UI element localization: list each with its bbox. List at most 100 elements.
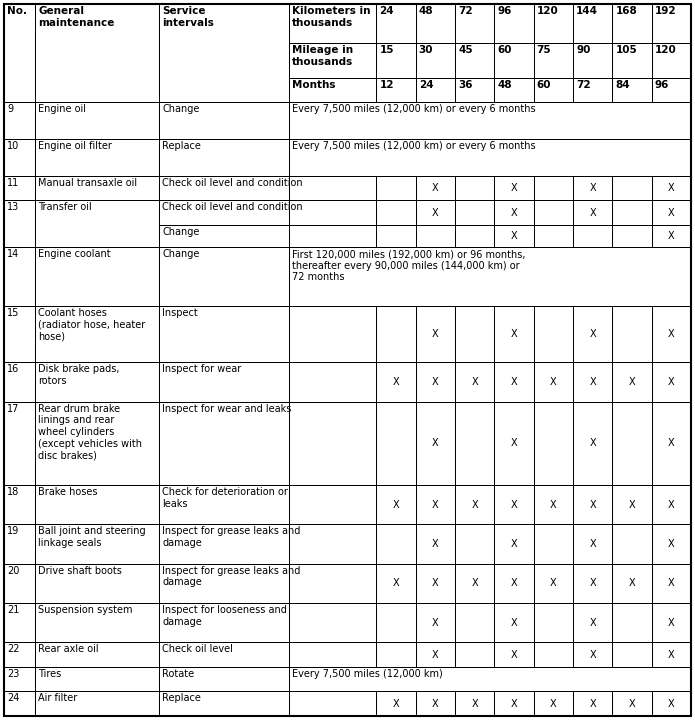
Text: 11: 11: [7, 178, 19, 188]
Text: General
maintenance: General maintenance: [38, 6, 115, 27]
Bar: [159, 667, 288, 691]
Bar: [159, 225, 288, 247]
Bar: [534, 524, 573, 564]
Bar: [288, 225, 377, 247]
Text: Check oil level and condition: Check oil level and condition: [162, 202, 303, 212]
Bar: [612, 524, 652, 564]
Text: Ball joint and steering
linkage seals: Ball joint and steering linkage seals: [38, 526, 146, 548]
Bar: [35, 247, 159, 306]
Bar: [416, 176, 455, 200]
Bar: [612, 564, 652, 603]
Bar: [573, 4, 612, 43]
Bar: [652, 225, 691, 247]
Bar: [652, 4, 691, 43]
Bar: [35, 564, 159, 603]
Bar: [35, 485, 159, 524]
Bar: [4, 4, 35, 102]
Bar: [534, 43, 573, 78]
Bar: [288, 306, 377, 362]
Text: X: X: [668, 500, 675, 510]
Bar: [288, 43, 377, 78]
Text: 24: 24: [419, 80, 434, 90]
Text: 96: 96: [498, 6, 512, 16]
Bar: [377, 642, 416, 667]
Text: 24: 24: [7, 693, 19, 703]
Bar: [534, 402, 573, 485]
Bar: [612, 4, 652, 43]
Text: X: X: [432, 578, 439, 588]
Text: X: X: [668, 207, 675, 217]
Text: Replace: Replace: [162, 693, 201, 703]
Bar: [612, 691, 652, 716]
Text: Inspect for wear: Inspect for wear: [162, 364, 241, 374]
Bar: [534, 603, 573, 642]
Text: X: X: [589, 698, 596, 708]
Bar: [455, 78, 494, 102]
Bar: [377, 485, 416, 524]
Bar: [573, 200, 612, 225]
Bar: [652, 402, 691, 485]
Bar: [612, 225, 652, 247]
Bar: [573, 362, 612, 402]
Bar: [455, 603, 494, 642]
Bar: [652, 43, 691, 78]
Text: 105: 105: [615, 45, 637, 55]
Text: 18: 18: [7, 487, 19, 498]
Text: Disk brake pads,
rotors: Disk brake pads, rotors: [38, 364, 120, 386]
Bar: [288, 524, 377, 564]
Text: X: X: [668, 377, 675, 387]
Text: 45: 45: [458, 45, 473, 55]
Bar: [494, 603, 534, 642]
Bar: [534, 642, 573, 667]
Bar: [652, 176, 691, 200]
Bar: [159, 524, 288, 564]
Bar: [4, 603, 35, 642]
Bar: [455, 176, 494, 200]
Bar: [652, 642, 691, 667]
Bar: [288, 247, 691, 306]
Bar: [416, 78, 455, 102]
Text: Manual transaxle oil: Manual transaxle oil: [38, 178, 137, 188]
Text: 36: 36: [458, 80, 473, 90]
Text: X: X: [511, 500, 517, 510]
Text: 21: 21: [7, 605, 19, 615]
Text: X: X: [668, 438, 675, 449]
Bar: [573, 402, 612, 485]
Bar: [288, 691, 377, 716]
Bar: [35, 102, 159, 139]
Text: 20: 20: [7, 566, 19, 576]
Text: X: X: [589, 539, 596, 549]
Text: X: X: [511, 618, 517, 628]
Text: X: X: [589, 618, 596, 628]
Bar: [35, 603, 159, 642]
Text: X: X: [511, 231, 517, 241]
Text: 192: 192: [655, 6, 676, 16]
Bar: [455, 200, 494, 225]
Text: X: X: [511, 329, 517, 339]
Text: No.: No.: [7, 6, 27, 16]
Bar: [455, 225, 494, 247]
Bar: [573, 176, 612, 200]
Text: X: X: [668, 618, 675, 628]
Bar: [416, 225, 455, 247]
Text: Replace: Replace: [162, 141, 201, 151]
Bar: [416, 200, 455, 225]
Bar: [377, 78, 416, 102]
Bar: [35, 642, 159, 667]
Text: X: X: [589, 649, 596, 660]
Bar: [159, 102, 288, 139]
Text: X: X: [629, 377, 635, 387]
Bar: [455, 402, 494, 485]
Text: First 120,000 miles (192,000 km) or 96 months,
thereafter every 90,000 miles (14: First 120,000 miles (192,000 km) or 96 m…: [291, 249, 525, 282]
Bar: [494, 362, 534, 402]
Bar: [4, 362, 35, 402]
Bar: [534, 362, 573, 402]
Text: 13: 13: [7, 202, 19, 212]
Text: 24: 24: [379, 6, 394, 16]
Bar: [35, 402, 159, 485]
Text: 75: 75: [537, 45, 551, 55]
Bar: [652, 524, 691, 564]
Bar: [612, 176, 652, 200]
Bar: [652, 691, 691, 716]
Text: 120: 120: [537, 6, 559, 16]
